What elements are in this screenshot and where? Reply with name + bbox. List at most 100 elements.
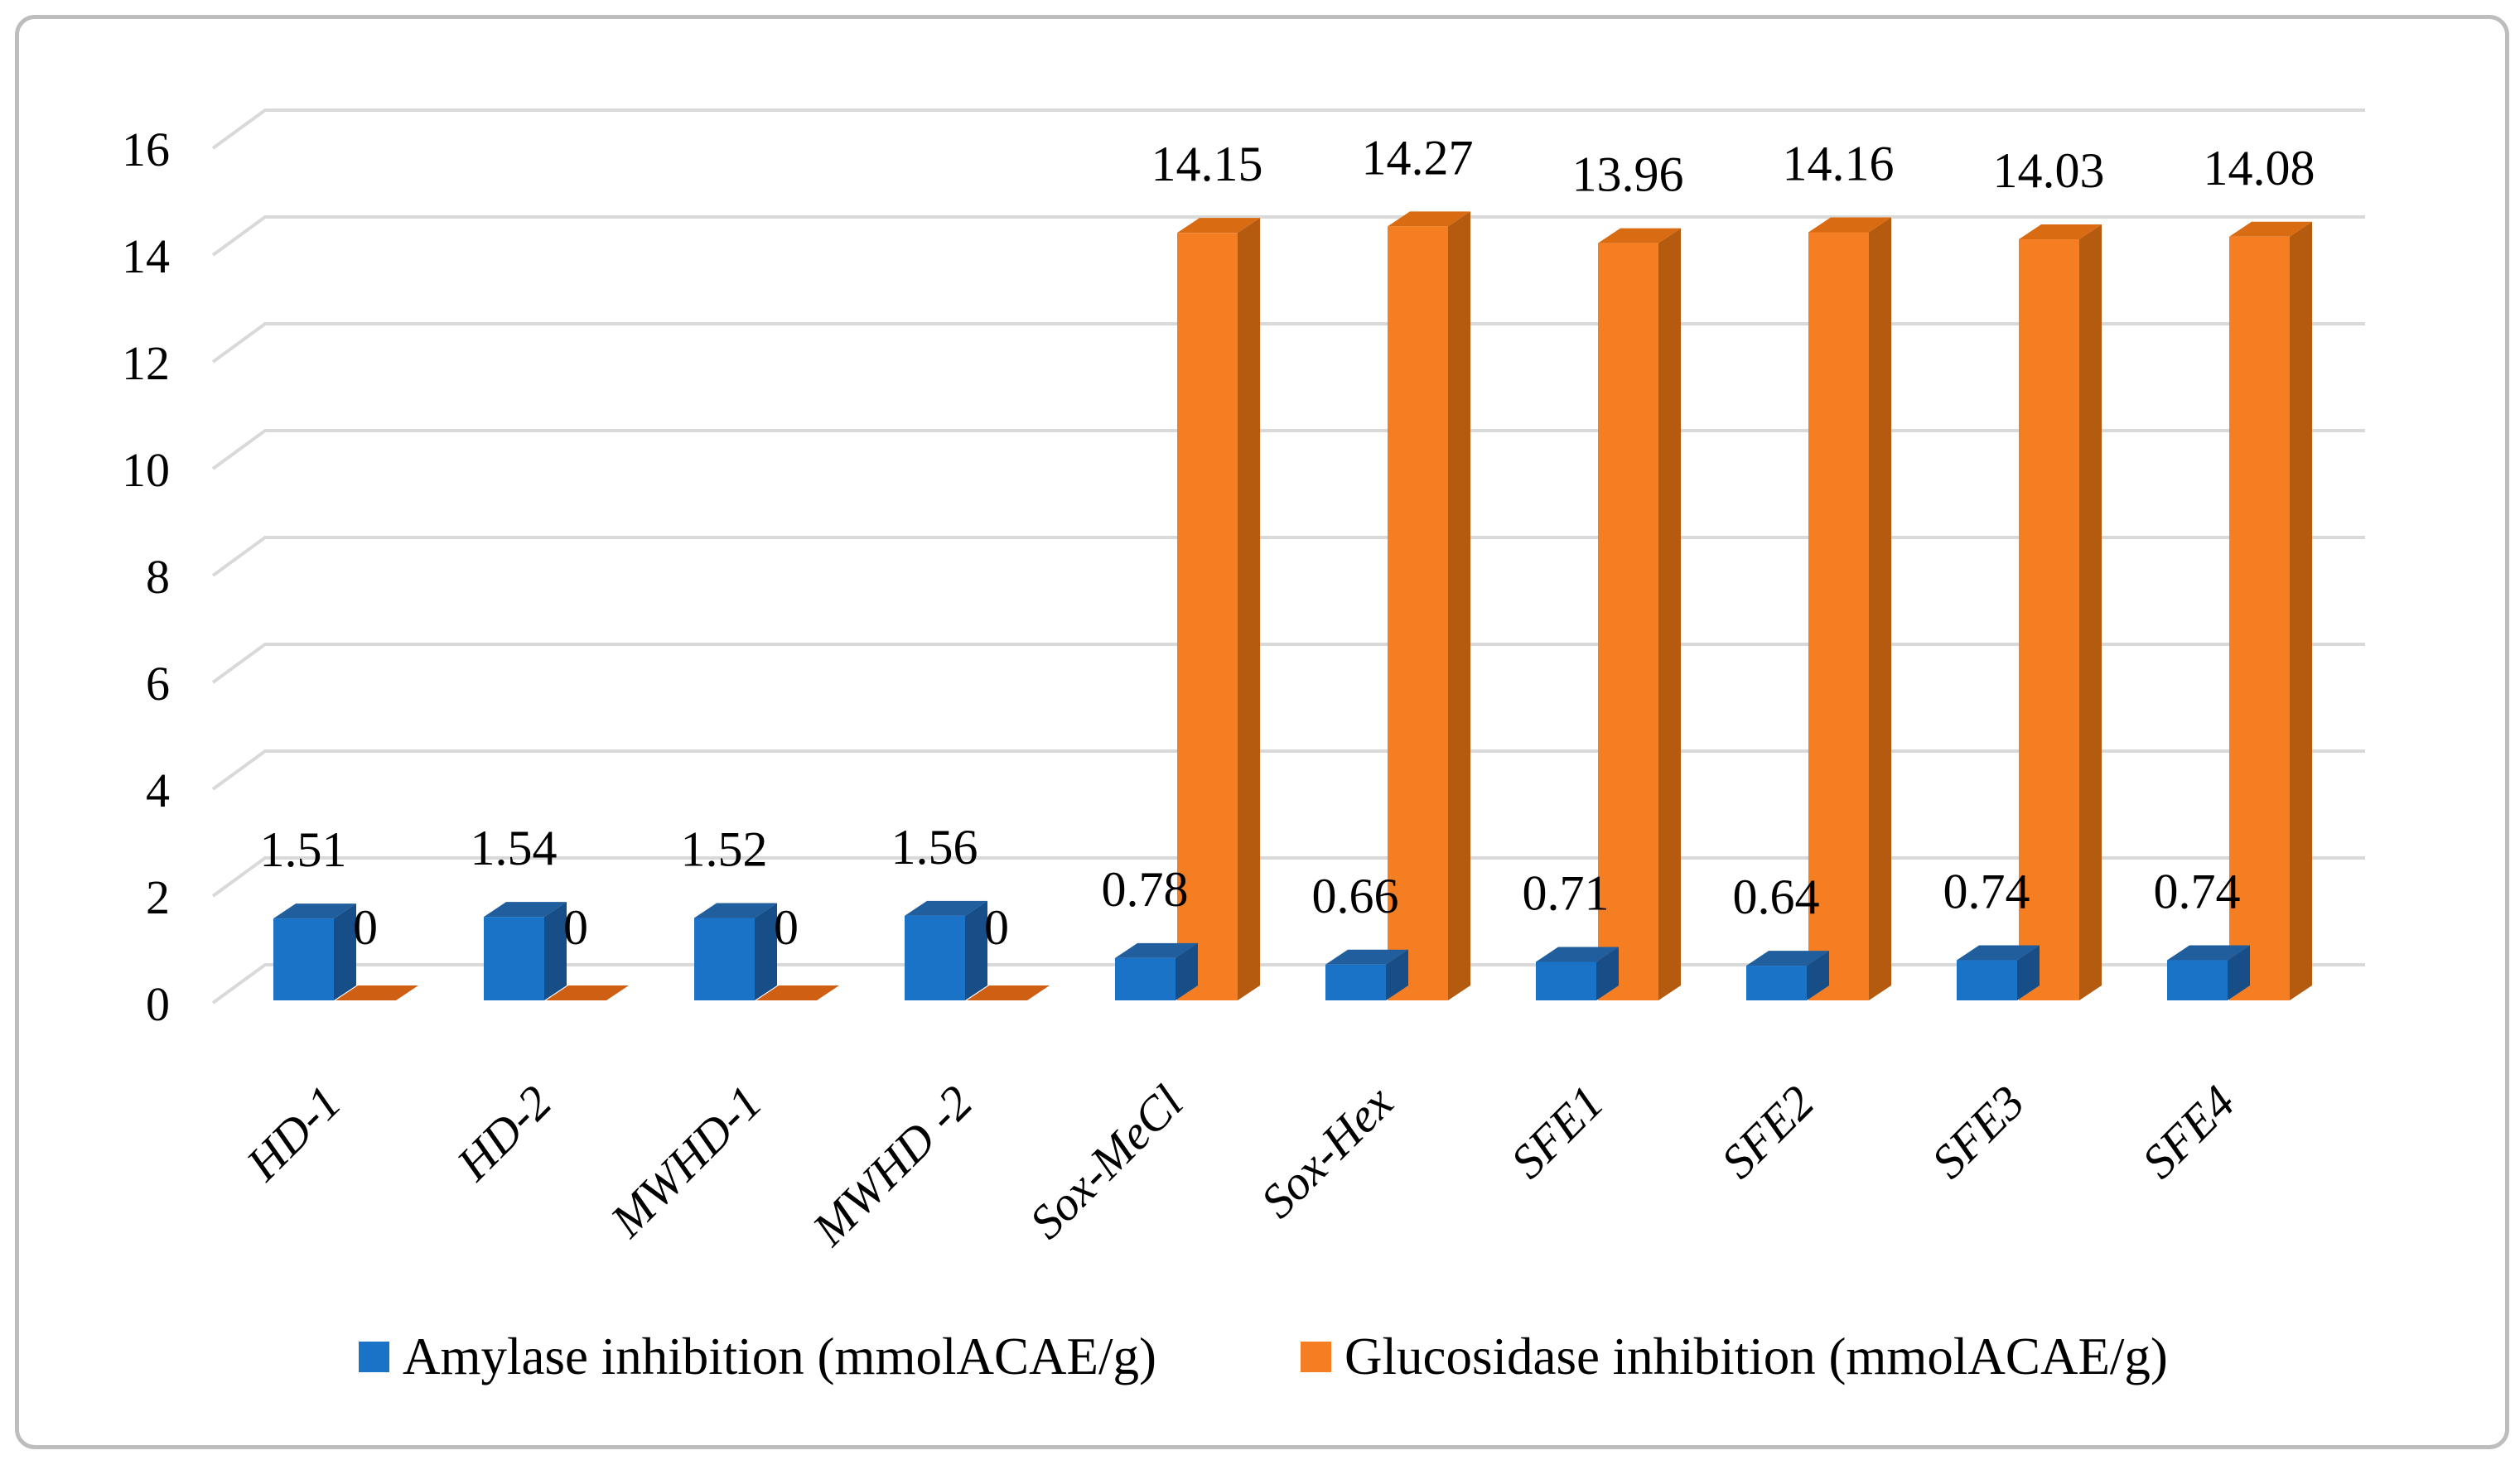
value-label-glucosidase: 0 <box>774 900 799 955</box>
bar-side-face <box>1448 211 1470 1000</box>
y-axis-tick-label: 2 <box>146 870 170 924</box>
bar-side-face <box>965 900 987 1000</box>
bar-front-face <box>1957 960 2017 1000</box>
bar-top-face <box>2167 945 2250 961</box>
value-label-amylase: 0.74 <box>2154 865 2241 919</box>
x-axis-category-label: MWHD -2 <box>802 1075 983 1256</box>
y-axis-tick-label: 8 <box>146 550 170 604</box>
bar-top-face <box>1177 218 1260 234</box>
bar-front-face <box>1115 957 1176 1000</box>
gridline <box>211 215 2365 257</box>
legend-item-glucosidase: Glucosidase inhibition (mmolACAE/g) <box>1301 1327 2168 1385</box>
value-label-glucosidase: 14.27 <box>1362 130 1474 185</box>
x-axis-category-label: Sox-MeCl <box>1019 1075 1193 1249</box>
y-axis-tick-label: 0 <box>146 977 170 1031</box>
x-axis-category-label: MWHD-1 <box>600 1075 772 1247</box>
value-label-glucosidase: 0 <box>353 900 378 955</box>
bar-side-face <box>2079 224 2102 1000</box>
bar-top-face <box>484 902 567 918</box>
bar-front-face <box>1598 243 1658 1000</box>
value-label-amylase: 0.74 <box>1943 865 2030 919</box>
bar-top-face <box>1746 951 1829 966</box>
value-label-glucosidase: 0 <box>563 900 588 955</box>
bar-top-face <box>1115 942 1198 958</box>
bar-zero-flat <box>756 985 839 1000</box>
bar-side-face <box>1807 951 1829 1000</box>
bar-front-face <box>1808 232 1869 1000</box>
value-label-amylase: 1.51 <box>260 822 347 877</box>
value-label-glucosidase: 14.03 <box>1993 143 2105 198</box>
legend-item-amylase: Amylase inhibition (mmolACAE/g) <box>359 1327 1156 1385</box>
value-label-amylase: 0.78 <box>1102 862 1189 917</box>
bar-top-face <box>273 903 356 919</box>
bar-top-face <box>1598 228 1681 243</box>
bar-front-face <box>2019 239 2079 1000</box>
x-axis-category-label: SFE1 <box>1500 1075 1614 1188</box>
legend-label-amylase: Amylase inhibition (mmolACAE/g) <box>403 1327 1156 1385</box>
bar-top-face <box>905 900 987 916</box>
bar-side-face <box>2290 221 2312 1000</box>
legend-swatch-amylase-icon <box>359 1341 389 1372</box>
bar-side-face <box>2017 945 2040 1000</box>
bar-front-face <box>1325 964 1386 1000</box>
bar-top-face <box>2019 224 2102 240</box>
x-axis-category-label: HD-2 <box>446 1075 562 1191</box>
value-label-glucosidase: 13.96 <box>1572 147 1684 202</box>
bar-top-face <box>1536 947 1619 962</box>
y-axis-tick-label: 4 <box>146 764 170 817</box>
bar-front-face <box>484 917 544 1000</box>
value-label-glucosidase: 14.08 <box>2204 141 2315 195</box>
value-label-amylase: 0.71 <box>1523 865 1610 920</box>
bar-side-face <box>1869 217 1891 1000</box>
bar-side-face <box>2228 945 2250 1000</box>
x-axis-category-label: SFE4 <box>2131 1075 2245 1188</box>
bar-zero-flat <box>967 985 1050 1000</box>
bar-front-face <box>694 918 755 1000</box>
y-axis-tick-label: 10 <box>122 443 170 497</box>
bar-top-face <box>1808 217 1891 233</box>
value-label-amylase: 1.56 <box>891 820 978 875</box>
x-axis-category-label: SFE3 <box>1921 1075 2035 1188</box>
value-label-amylase: 1.52 <box>681 822 768 876</box>
y-axis-tick-label: 16 <box>122 123 170 176</box>
bar-top-face <box>694 903 777 918</box>
bar-top-face <box>1325 949 1408 965</box>
bar-top-face <box>1957 945 2040 961</box>
y-axis-tick-label: 12 <box>122 336 170 390</box>
legend-swatch-glucosidase-icon <box>1301 1341 1331 1372</box>
chart-legend: Amylase inhibition (mmolACAE/g) Glucosid… <box>0 1327 2520 1406</box>
bar-zero-flat <box>336 985 418 1000</box>
bar-front-face <box>905 915 965 1000</box>
value-label-glucosidase: 0 <box>984 900 1009 955</box>
bar-zero-flat <box>546 985 629 1000</box>
x-axis-category-label: Sox-Hex <box>1250 1075 1403 1228</box>
bar-side-face <box>544 902 567 1000</box>
bar-front-face <box>1177 233 1238 1000</box>
value-label-amylase: 1.54 <box>471 821 558 875</box>
bar-top-face <box>2229 221 2312 237</box>
bar-front-face <box>2229 236 2290 1000</box>
gridline <box>211 108 2365 150</box>
value-label-glucosidase: 14.15 <box>1151 137 1263 191</box>
x-axis-category-label: HD-1 <box>235 1075 351 1191</box>
bar-top-face <box>1388 211 1470 227</box>
value-label-amylase: 0.66 <box>1312 869 1399 923</box>
legend-label-glucosidase: Glucosidase inhibition (mmolACAE/g) <box>1344 1327 2168 1385</box>
bar-front-face <box>1388 226 1448 1000</box>
bar-side-face <box>334 903 356 1000</box>
bar-side-face <box>1238 218 1260 1000</box>
bar-front-face <box>273 918 334 1000</box>
bar-front-face <box>1536 961 1596 1000</box>
bar-side-face <box>755 903 777 1000</box>
bar-side-face <box>1596 947 1619 1000</box>
y-axis-tick-label: 6 <box>146 657 170 711</box>
y-axis-tick-label: 14 <box>122 229 170 283</box>
bar-front-face <box>1746 966 1807 1000</box>
bar-side-face <box>1386 949 1408 1000</box>
x-axis-category-label: SFE2 <box>1711 1075 1824 1188</box>
value-label-amylase: 0.64 <box>1733 870 1820 924</box>
value-label-glucosidase: 14.16 <box>1783 137 1895 191</box>
bar-side-face <box>1658 228 1681 1000</box>
bar-side-face <box>1176 942 1198 1000</box>
